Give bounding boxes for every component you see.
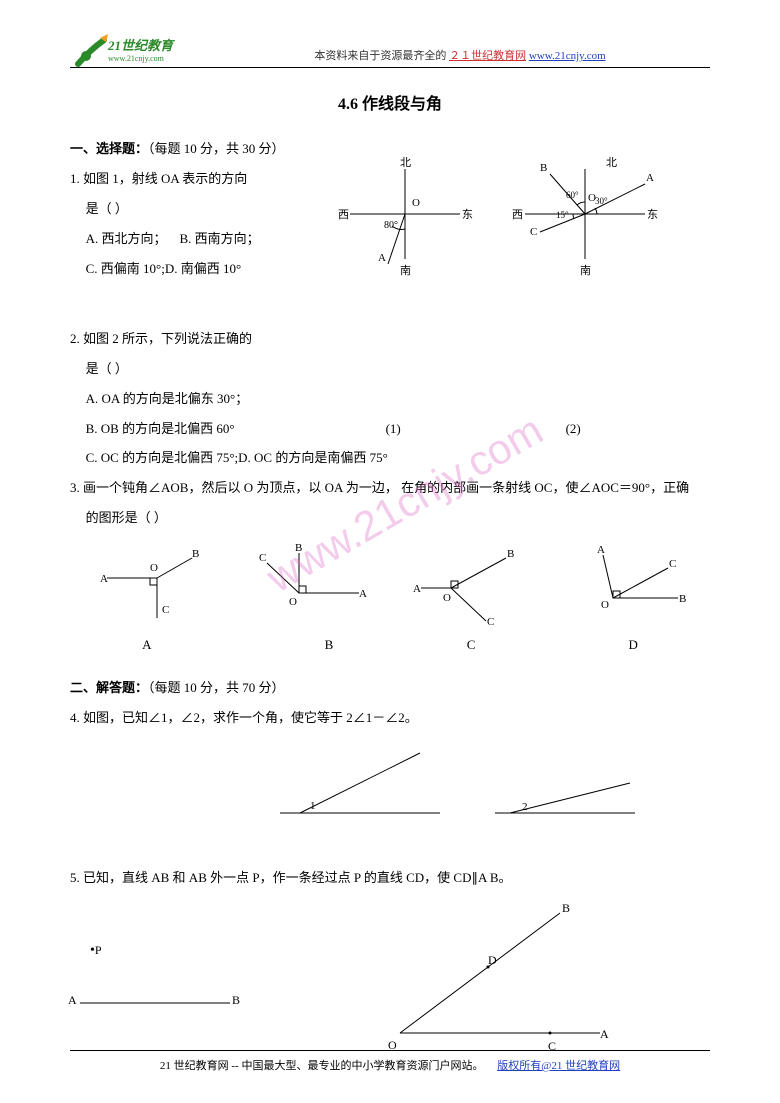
section-2-heading: 二、解答题：（每题 10 分，共 70 分） (70, 673, 710, 703)
svg-text:C: C (162, 604, 169, 616)
q5-stem: 5. 已知，直线 AB 和 AB 外一点 P，作一条经过点 P 的直线 CD，使… (70, 863, 710, 893)
footer-link: 版权所有@21 世纪教育网 (497, 1060, 620, 1072)
svg-text:A: A (100, 573, 108, 585)
logo: 21世纪教育 www.21cnjy.com (70, 30, 190, 63)
q1-opt-a: A. 西北方向； (86, 231, 167, 246)
svg-text:C: C (669, 558, 676, 570)
q1-opt-d: ;D. 南偏西 10° (161, 261, 241, 276)
q2-opt-d: ;D. OC 的方向是南偏西 75° (235, 450, 388, 465)
q1-stem-b: 是（ ） (86, 194, 330, 224)
header-caption: 本资料来自于资源最齐全的 ２１世纪教育网 www.21cnjy.com (210, 47, 710, 63)
svg-text:B: B (507, 548, 514, 560)
svg-text:A: A (413, 583, 421, 595)
q2-stem-a: 2. 如图 2 所示，下列说法正确的 (70, 324, 710, 354)
svg-text:O: O (150, 562, 158, 574)
section-1-note: （每题 10 分，共 30 分） (148, 141, 285, 156)
svg-text:A: A (359, 588, 367, 600)
svg-text:B: B (295, 542, 302, 554)
section-1-heading-text: 一、选择题： (70, 141, 148, 156)
header-caption-link: www.21cnjy.com (529, 50, 606, 62)
figure-1: 北 南 西 东 O A 80° (330, 154, 480, 287)
q1-opt-b: B. 西南方向； (179, 231, 259, 246)
footer-text: 21 世纪教育网 -- 中国最大型、最专业的中小学教育资源门户网站。 (160, 1060, 484, 1072)
svg-text:O: O (443, 592, 451, 604)
q1-opt-c: C. 西偏南 10° (86, 261, 162, 276)
q2-opt-a: A. OA 的方向是北偏东 30°； (86, 384, 710, 414)
q4-stem: 4. 如图，已知∠1，∠2，求作一个角，使它等于 2∠1－∠2。 (70, 703, 710, 733)
svg-text:O: O (601, 599, 609, 611)
header-caption-prefix: 本资料来自于资源最齐全的 (314, 50, 446, 62)
section-2-heading-text: 二、解答题： (70, 680, 148, 695)
page-title: 4.6 作线段与角 (70, 90, 710, 114)
fig1-caption: (1) (386, 414, 401, 444)
q2-opt-b: B. OB 的方向是北偏西 60° (86, 421, 235, 436)
svg-text:A: A (597, 544, 605, 556)
q3-figure-a: A O B C A (70, 543, 224, 653)
svg-text:C: C (487, 616, 494, 628)
svg-text:B: B (192, 548, 199, 560)
q1-stem-a: 1. 如图 1，射线 OA 表示的方向 (70, 164, 330, 194)
q5-figures: •P A B O A B C D (70, 913, 710, 1073)
q4-angle-1-label: 1 (310, 800, 316, 812)
svg-text:C: C (259, 552, 266, 564)
q4-figures: 1 2 (70, 743, 710, 843)
fig2-caption: (2) (566, 414, 581, 444)
figure-2: 北 南 西 东 O A B C 30° 60° 15° (500, 154, 670, 287)
q3-figure-d: A O B C D (556, 543, 710, 653)
svg-text:B: B (679, 593, 686, 605)
q4-angle-2-label: 2 (522, 801, 528, 813)
q3-options: A O B C A A O B C B (70, 543, 710, 653)
q3-stem2: 的图形是（ ） (86, 503, 710, 533)
q3-figure-c: A O B C C (394, 543, 548, 653)
q3-figure-b: A O B C B (232, 543, 386, 653)
q2-opt-c: C. OC 的方向是北偏西 75° (86, 450, 235, 465)
header-caption-red: ２１世纪教育网 (449, 50, 526, 62)
section-2-note: （每题 10 分，共 70 分） (148, 680, 285, 695)
svg-text:O: O (289, 596, 297, 608)
q2-stem-b: 是（ ） (86, 354, 710, 384)
q3-stem: 3. 画一个钝角∠AOB，然后以 O 为顶点，以 OA 为一边， 在角的内部画一… (70, 473, 710, 503)
page-header: 21世纪教育 www.21cnjy.com 本资料来自于资源最齐全的 ２１世纪教… (70, 30, 710, 68)
page-footer: 21 世纪教育网 -- 中国最大型、最专业的中小学教育资源门户网站。 版权所有@… (70, 1050, 710, 1073)
